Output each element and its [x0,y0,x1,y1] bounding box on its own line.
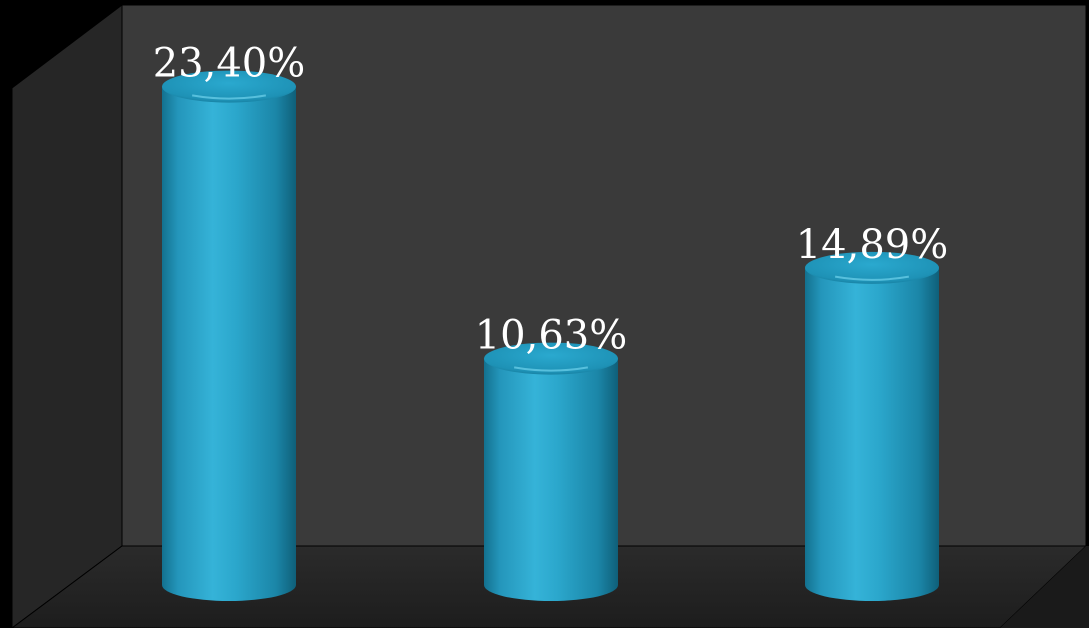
data-label-3: 14,89% [796,222,949,268]
bar-top-1 [162,70,296,103]
bar-top-highlight-1 [191,94,267,100]
data-labels-group: 23,40% 10,63% 14,89% [153,41,949,359]
bar-body-1 [162,86,296,601]
bar-top-highlight-3 [834,275,910,281]
right-floor-edge [1000,546,1089,628]
side-wall [11,3,123,628]
bar-top-2 [484,342,618,375]
bar-1 [162,70,296,601]
bar-body-3 [805,267,939,601]
bar-body-2 [484,358,618,601]
bar-3 [805,251,939,601]
bars-group [162,70,939,601]
bar-top-highlight-2 [513,366,589,372]
data-label-2: 10,63% [475,313,628,359]
bar-2 [484,342,618,601]
bar-top-3 [805,251,939,284]
data-label-1: 23,40% [153,41,306,87]
